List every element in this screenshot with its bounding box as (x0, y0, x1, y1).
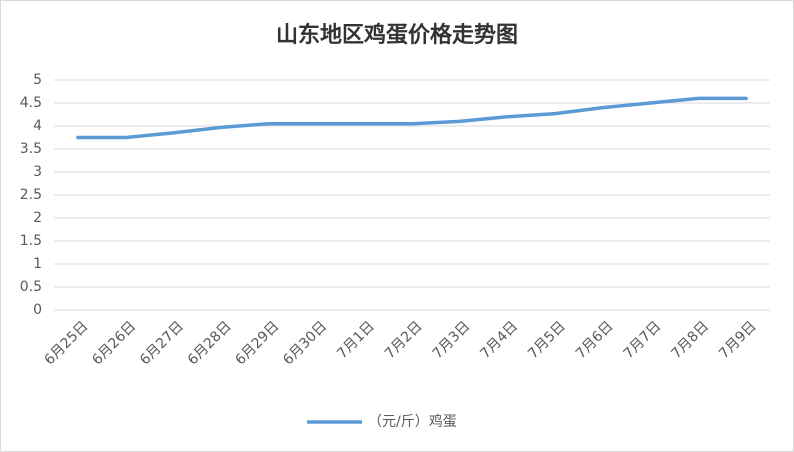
y-tick-label: 3 (33, 164, 42, 180)
y-tick-label: 2 (33, 210, 42, 226)
y-tick-label: 1.5 (20, 233, 42, 249)
series-line (76, 96, 748, 140)
y-tick-label: 4 (33, 118, 42, 134)
chart-title: 山东地区鸡蛋价格走势图 (276, 22, 518, 48)
y-tick-label: 0 (33, 302, 42, 318)
y-tick-label: 0.5 (20, 279, 42, 295)
y-tick-label: 4.5 (20, 95, 42, 111)
y-tick-label: 1 (33, 256, 42, 272)
y-tick-label: 5 (33, 72, 42, 88)
y-tick-label: 3.5 (20, 141, 42, 157)
y-tick-label: 2.5 (20, 187, 42, 203)
legend-label: （元/斤）鸡蛋 (368, 413, 457, 430)
